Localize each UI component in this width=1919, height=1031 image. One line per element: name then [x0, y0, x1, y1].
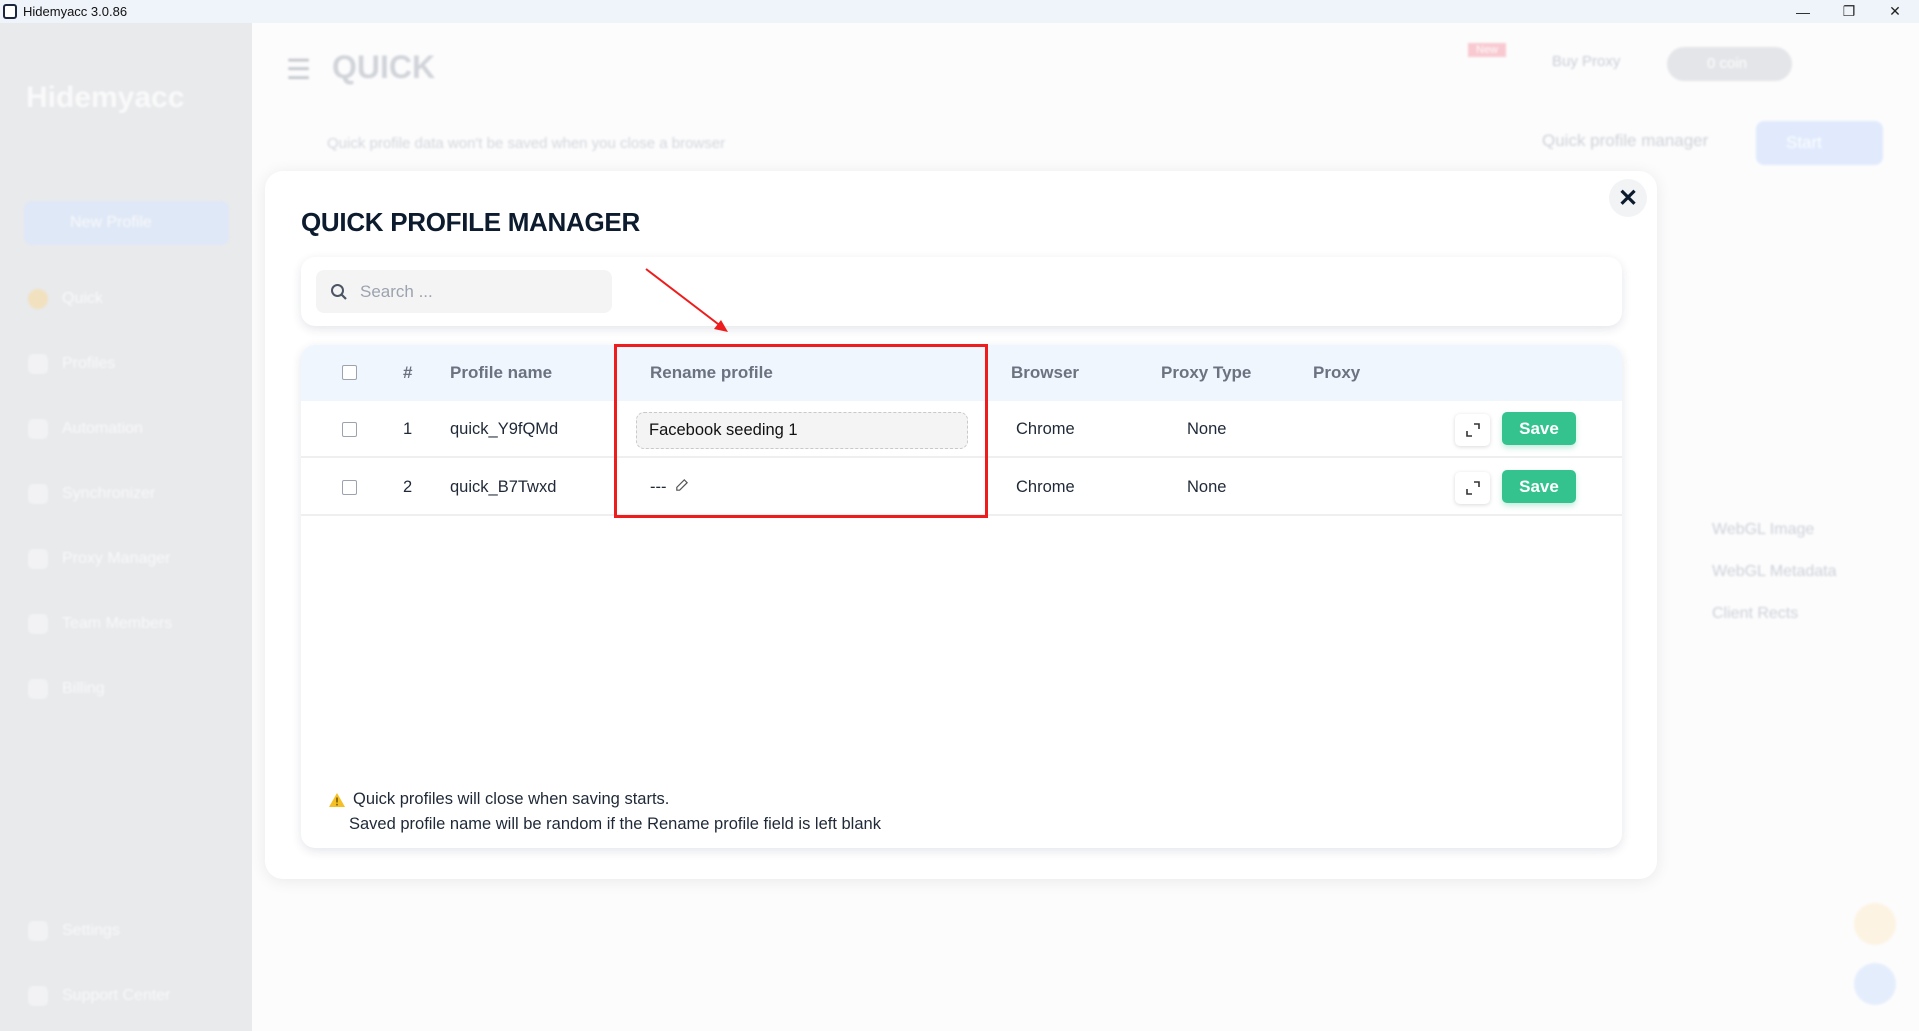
warning-icon [329, 792, 345, 807]
expand-button[interactable] [1455, 472, 1490, 504]
sidebar-item-settings[interactable]: Settings [28, 921, 120, 941]
coin-balance[interactable]: 0 coin [1667, 47, 1792, 81]
start-button[interactable]: Start [1756, 121, 1883, 165]
modal-title: QUICK PROFILE MANAGER [301, 207, 640, 237]
pencil-icon [676, 479, 689, 491]
profiles-table: # Profile name Rename profile Browser Pr… [301, 345, 1622, 848]
row-index: 2 [403, 478, 413, 496]
expand-button[interactable] [1455, 414, 1490, 446]
search-card [301, 257, 1622, 326]
quick-banner: Quick profile data won't be saved when y… [327, 135, 726, 152]
sidebar-item-team-members[interactable]: Team Members [28, 614, 172, 634]
search-input-wrapper[interactable] [316, 270, 612, 313]
page-title: QUICK [332, 49, 436, 85]
col-browser: Browser [1011, 363, 1080, 382]
option-webgl-image: WebGL Image [1712, 521, 1815, 538]
close-modal-button[interactable]: ✕ [1609, 179, 1647, 217]
app-icon [3, 4, 17, 19]
row-checkbox[interactable] [342, 480, 357, 495]
option-webgl-metadata: WebGL Metadata [1712, 563, 1837, 580]
save-button[interactable]: Save [1502, 470, 1576, 503]
note-line-2: Saved profile name will be random if the… [349, 815, 881, 833]
note-line-1: Quick profiles will close when saving st… [353, 790, 670, 808]
option-client-rects: Client Rects [1712, 605, 1799, 622]
sidebar-item-automation[interactable]: Automation [28, 419, 143, 439]
close-window-button[interactable]: ✕ [1889, 3, 1901, 19]
row-index: 1 [403, 420, 413, 438]
save-button[interactable]: Save [1502, 412, 1576, 445]
sidebar-item-profiles[interactable]: Profiles [28, 354, 115, 374]
expand-icon [1465, 481, 1480, 495]
restore-button[interactable]: ❐ [1842, 3, 1856, 19]
title-bar: Hidemyacc 3.0.86 — ❐ ✕ [0, 0, 1919, 23]
table-row: 1 quick_Y9fQMd Chrome None Save [301, 401, 1622, 458]
search-icon [331, 283, 347, 300]
rename-profile-placeholder[interactable]: --- [650, 459, 689, 515]
sidebar-item-synchronizer[interactable]: Synchronizer [28, 484, 155, 504]
proxy-type: None [1187, 420, 1227, 438]
col-proxy-type: Proxy Type [1161, 363, 1252, 382]
browser: Chrome [1016, 478, 1075, 496]
menu-icon[interactable]: ☰ [286, 54, 312, 85]
logo: Hidemyacc [26, 81, 185, 114]
sidebar-item-support[interactable]: Support Center [28, 986, 171, 1006]
col-rename-profile: Rename profile [650, 363, 773, 382]
table-row: 2 quick_B7Twxd --- Chrome None Save [301, 459, 1622, 516]
profile-name: quick_Y9fQMd [450, 420, 559, 438]
select-all-checkbox[interactable] [342, 365, 357, 380]
chat-bubble[interactable] [1854, 963, 1896, 1005]
notes: Quick profiles will close when saving st… [329, 787, 881, 837]
quick-profile-manager-modal: QUICK PROFILE MANAGER ✕ # Profile name R… [265, 171, 1657, 879]
minimize-button[interactable]: — [1796, 3, 1810, 20]
browser: Chrome [1016, 420, 1075, 438]
window-title: Hidemyacc 3.0.86 [23, 4, 128, 19]
quick-profile-manager-button[interactable]: Quick profile manager [1542, 131, 1709, 150]
expand-icon [1465, 423, 1480, 437]
new-badge: New [1468, 43, 1507, 57]
profile-name: quick_B7Twxd [450, 478, 557, 496]
rename-profile-input[interactable] [636, 412, 968, 449]
col-proxy: Proxy [1313, 363, 1361, 382]
proxy-type: None [1187, 478, 1227, 496]
col-profile-name: Profile name [450, 363, 553, 382]
table-header: # Profile name Rename profile Browser Pr… [301, 345, 1622, 401]
row-checkbox[interactable] [342, 422, 357, 437]
new-profile-button[interactable]: New Profile [24, 201, 229, 245]
buy-proxy-button[interactable]: Buy Proxy [1552, 53, 1621, 70]
sidebar-item-billing[interactable]: Billing [28, 679, 105, 699]
col-index: # [403, 363, 413, 382]
help-bubble[interactable] [1854, 903, 1896, 945]
sidebar: Hidemyacc New Profile Quick Profiles Aut… [0, 23, 252, 1031]
annotation-arrow-icon [645, 268, 728, 332]
search-input[interactable] [360, 281, 590, 302]
sidebar-item-quick[interactable]: Quick [28, 289, 103, 309]
sidebar-item-proxy-manager[interactable]: Proxy Manager [28, 549, 171, 569]
